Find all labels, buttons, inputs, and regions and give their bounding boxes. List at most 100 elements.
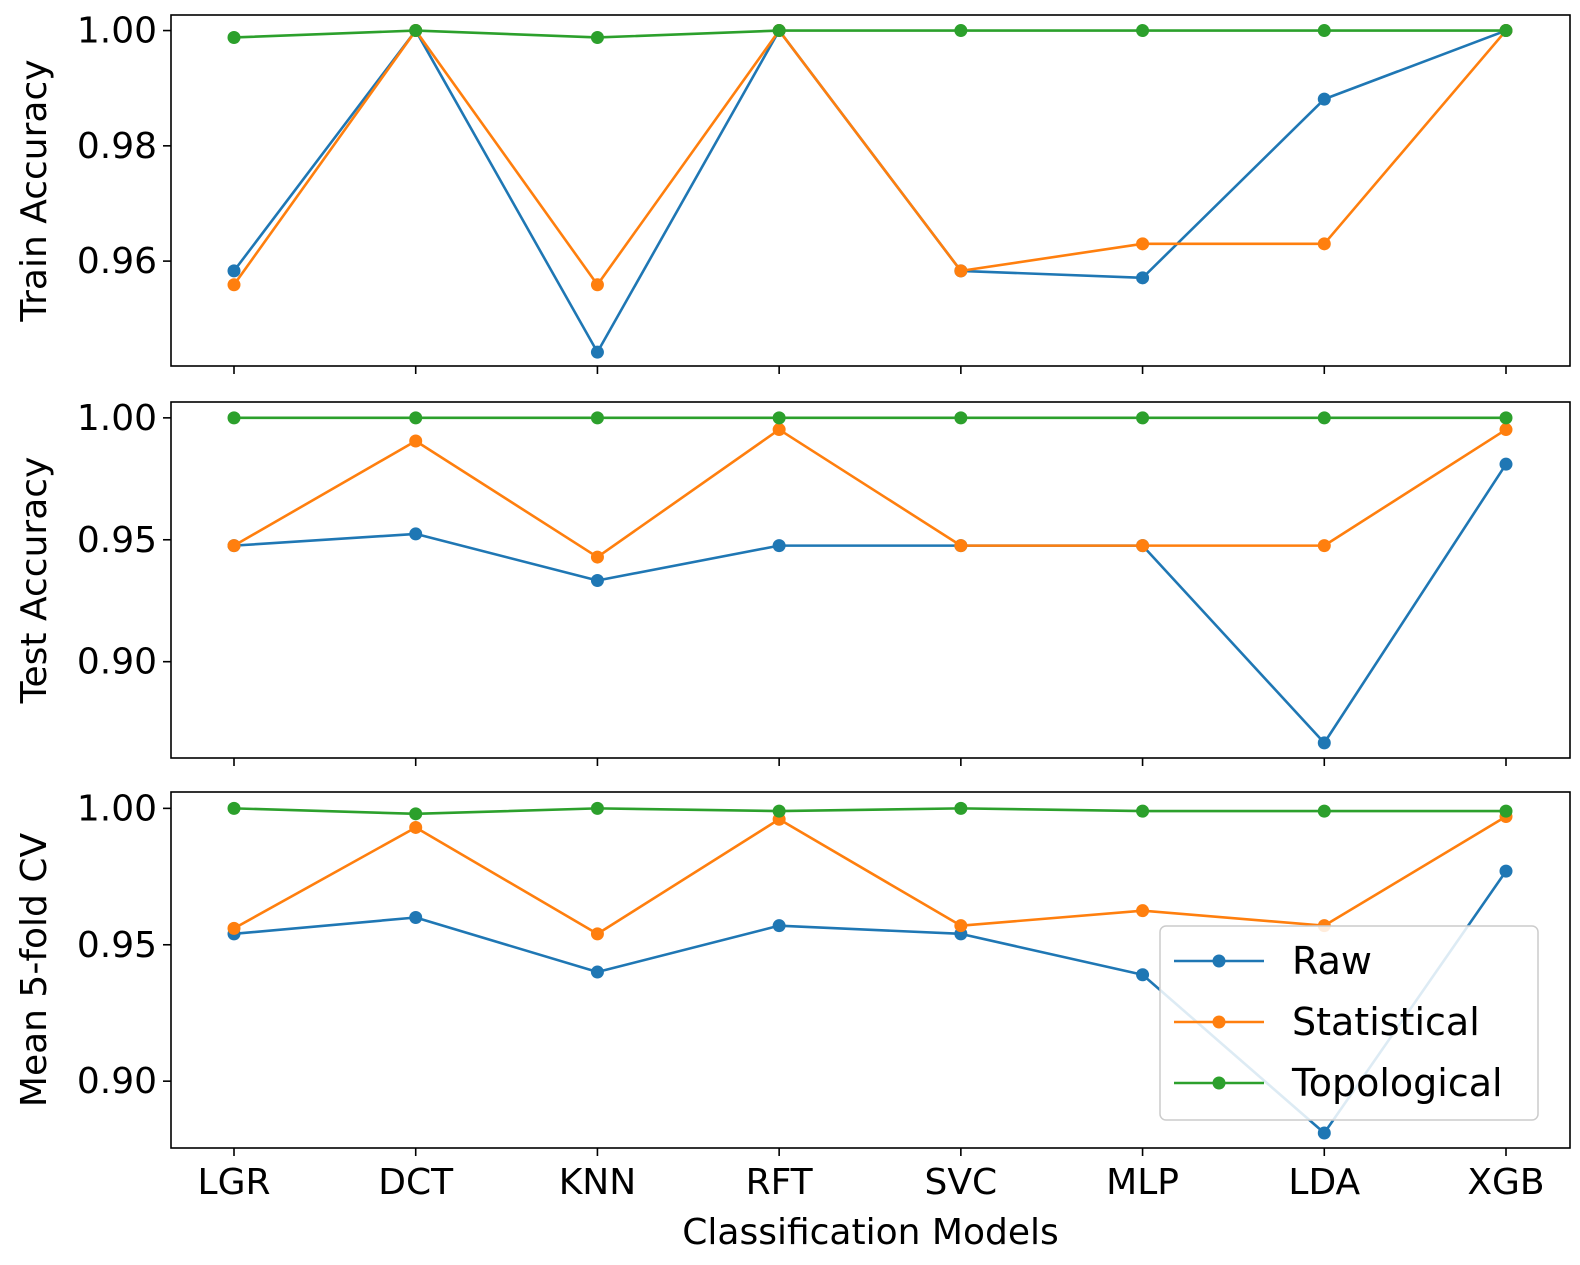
data-point [1317,92,1331,106]
panel-1: 0.96 0.98 1.00 Train Accuracy [14,11,1571,374]
plot-frame [170,14,1571,367]
data-point [590,927,604,941]
y-tick-label: 1.00 [77,788,157,829]
legend-marker [1212,954,1226,968]
data-point [772,411,786,425]
data-point [954,919,968,933]
data-point [1499,457,1513,471]
series-line-raw [232,29,1507,354]
x-tick-label: RFT [746,1162,814,1203]
data-point [1317,736,1331,750]
data-point [1317,237,1331,251]
x-tick-label: MLP [1106,1162,1179,1203]
x-tick-label: DCT [378,1162,454,1203]
data-point [409,807,423,821]
legend-label: Raw [1292,939,1372,983]
data-point [1317,1126,1331,1140]
legend-marker [1212,1015,1226,1029]
legend-box [1159,925,1539,1121]
data-point [954,264,968,278]
x-tick-label: SVC [925,1162,998,1203]
data-point [1136,904,1150,918]
data-point [1136,24,1150,38]
data-point [772,539,786,553]
panel-3: 0.90 0.95 1.00 LGR DCT KNN RFT SVC MLP LDA XGB Mean… [14,788,1571,1253]
legend-marker [1212,1076,1226,1090]
panel-2: 0.90 0.95 1.00 Test Accuracy [14,398,1571,766]
y-axis-label: Train Accuracy [14,59,55,322]
data-point [1499,24,1513,38]
data-point [772,24,786,38]
data-point [1136,968,1150,982]
y-tick-label: 0.95 [77,925,157,966]
series-line-statistical [233,815,1507,936]
data-point [227,801,241,815]
legend-label: Topological [1291,1061,1503,1105]
data-point [1317,411,1331,425]
data-point [1499,411,1513,425]
series-line-statistical [232,29,1507,287]
data-point [772,919,786,933]
y-axis-label: Test Accuracy [14,457,55,705]
data-point [409,527,423,541]
data-point [227,411,241,425]
y-tick-label: 0.96 [77,241,157,282]
data-point [1317,539,1331,553]
series-line-raw [233,463,1508,745]
data-point [409,434,423,448]
data-point [590,965,604,979]
data-point [772,423,786,437]
x-tick-label: LGR [198,1162,271,1203]
data-point [227,278,241,292]
data-point [590,30,604,44]
y-tick-label: 0.98 [77,126,157,167]
data-point [590,550,604,564]
x-tick-label: LDA [1288,1162,1360,1203]
data-point [409,820,423,834]
data-point [954,801,968,815]
data-point [1499,804,1513,818]
data-point [954,411,968,425]
data-point [590,573,604,587]
data-point [1136,411,1150,425]
data-point [227,921,241,935]
plot-frame [170,791,1571,1149]
data-point [1136,804,1150,818]
data-point [227,539,241,553]
data-point [1136,271,1150,285]
legend-label: Statistical [1292,1000,1480,1044]
y-tick-label: 1.00 [77,11,157,52]
data-point [1136,237,1150,251]
data-point [227,30,241,44]
data-point [409,910,423,924]
data-point [590,801,604,815]
data-point [590,278,604,292]
y-tick-label: 1.00 [77,398,157,439]
data-point [590,411,604,425]
data-point [409,24,423,38]
y-tick-label: 0.90 [77,1061,157,1102]
data-point [772,804,786,818]
x-tick-label: XGB [1467,1162,1544,1203]
x-axis-label: Classification Models [682,1212,1059,1253]
data-point [227,264,241,278]
data-point [954,24,968,38]
plot-frame [170,401,1571,759]
data-point [409,411,423,425]
data-point [590,345,604,359]
data-point [1136,539,1150,553]
y-tick-label: 0.95 [77,520,157,561]
y-tick-label: 0.90 [77,642,157,683]
data-point [1499,423,1513,437]
data-point [1317,804,1331,818]
y-axis-label: Mean 5-fold CV [14,833,55,1108]
data-point [1499,864,1513,878]
legend: Raw Statistical Topological [1159,925,1539,1121]
series-line-topological [233,29,1506,39]
data-point [954,539,968,553]
data-point [1317,24,1331,38]
x-tick-label: KNN [559,1162,636,1203]
series-line-statistical [233,428,1507,559]
series-line-topological [233,807,1506,816]
